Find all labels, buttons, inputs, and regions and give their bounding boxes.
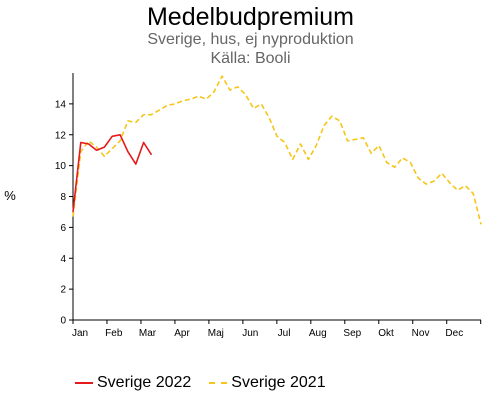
y-tick-label: 2 [60,285,66,296]
chart-source: Källa: Booli [210,50,291,67]
chart-legend: Sverige 2022 Sverige 2021 [75,372,344,394]
y-axis-label: % [4,188,16,203]
y-tick-label: 10 [55,161,67,172]
chart-title: Medelbudpremium [146,3,355,31]
legend-item-2021: Sverige 2021 [209,374,326,392]
legend-label-2021: Sverige 2021 [231,374,326,391]
x-tick-label: Jan [72,328,88,339]
series-line-2022 [72,134,153,212]
legend-swatch-2022 [75,382,93,384]
chart-axes: 0 2 4 6 8 10 12 14 Jan Feb Mar Apr Maj Jun Jul Aug Sep Ok… [55,73,482,339]
x-tick-label: Sep [343,328,361,339]
x-tick-label: Apr [174,328,190,339]
y-tick-label: 4 [60,254,66,265]
chart-series-layer [72,75,482,225]
x-tick-label: Mar [139,328,157,339]
series-line-2021 [72,75,482,225]
x-tick-label: Okt [378,328,394,339]
y-tick-label: 8 [60,192,66,203]
x-tick-label: Feb [105,328,123,339]
legend-item-2022: Sverige 2022 [75,374,191,392]
chart-plot: 0 2 4 6 8 10 12 14 Jan Feb Mar Apr Maj Jun Jul Aug Sep Ok… [4,73,482,339]
legend-label-2022: Sverige 2022 [97,374,192,391]
y-tick-label: 12 [55,130,67,141]
chart-subtitle: Sverige, hus, ej nyproduktion [147,31,354,48]
legend-swatch-2021 [209,382,228,384]
y-tick-label: 14 [55,99,67,110]
x-tick-label: Jun [242,328,258,339]
y-tick-label: 6 [60,223,66,234]
x-tick-label: Maj [208,328,224,339]
x-tick-label: Jul [278,328,291,339]
x-tick-label: Nov [412,328,430,339]
y-tick-label: 0 [60,316,66,327]
x-tick-label: Aug [309,328,327,339]
x-tick-label: Dec [445,328,463,339]
